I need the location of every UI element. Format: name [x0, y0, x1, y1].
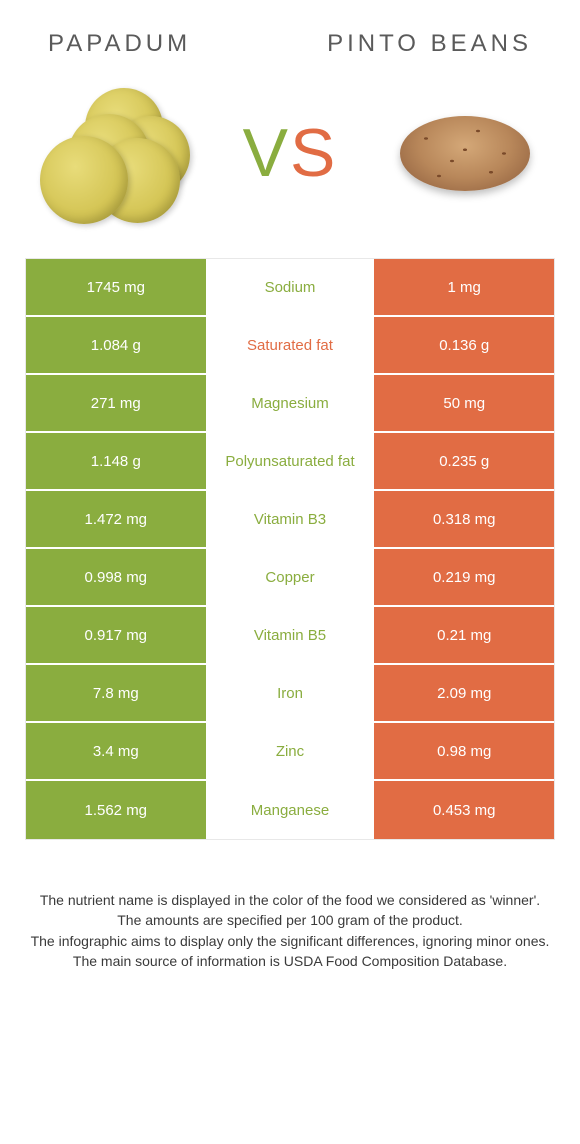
right-value: 0.235 g — [374, 433, 554, 489]
header-row: Papadum Pinto beans — [0, 0, 580, 68]
table-row: 1.084 gSaturated fat0.136 g — [26, 317, 554, 375]
left-value: 1.084 g — [26, 317, 206, 373]
right-value: 1 mg — [374, 259, 554, 315]
nutrient-name: Magnesium — [206, 375, 375, 431]
footer-line-1: The nutrient name is displayed in the co… — [25, 890, 555, 910]
nutrient-name: Iron — [206, 665, 375, 721]
right-value: 0.136 g — [374, 317, 554, 373]
nutrient-name: Polyunsaturated fat — [206, 433, 375, 489]
comparison-table: 1745 mgSodium1 mg1.084 gSaturated fat0.1… — [25, 258, 555, 840]
nutrient-name: Zinc — [206, 723, 375, 779]
table-row: 3.4 mgZinc0.98 mg — [26, 723, 554, 781]
nutrient-name: Saturated fat — [206, 317, 375, 373]
vs-label: VS — [243, 114, 338, 192]
right-value: 50 mg — [374, 375, 554, 431]
nutrient-name: Vitamin B5 — [206, 607, 375, 663]
left-value: 271 mg — [26, 375, 206, 431]
pinto-beans-image — [380, 78, 550, 228]
right-value: 0.453 mg — [374, 781, 554, 839]
left-value: 0.917 mg — [26, 607, 206, 663]
nutrient-name: Vitamin B3 — [206, 491, 375, 547]
table-row: 1745 mgSodium1 mg — [26, 259, 554, 317]
table-row: 1.562 mgManganese0.453 mg — [26, 781, 554, 839]
left-value: 0.998 mg — [26, 549, 206, 605]
vs-s: S — [290, 114, 337, 192]
right-value: 2.09 mg — [374, 665, 554, 721]
vs-v: V — [243, 114, 290, 192]
table-row: 0.998 mgCopper0.219 mg — [26, 549, 554, 607]
footer-notes: The nutrient name is displayed in the co… — [0, 840, 580, 971]
table-row: 1.148 gPolyunsaturated fat0.235 g — [26, 433, 554, 491]
table-row: 7.8 mgIron2.09 mg — [26, 665, 554, 723]
papadum-image — [30, 78, 200, 228]
right-value: 0.219 mg — [374, 549, 554, 605]
footer-line-4: The main source of information is USDA F… — [25, 951, 555, 971]
right-value: 0.98 mg — [374, 723, 554, 779]
nutrient-name: Copper — [206, 549, 375, 605]
nutrient-name: Manganese — [206, 781, 375, 839]
left-food-title: Papadum — [48, 30, 191, 58]
left-value: 1.148 g — [26, 433, 206, 489]
table-row: 0.917 mgVitamin B50.21 mg — [26, 607, 554, 665]
nutrient-name: Sodium — [206, 259, 375, 315]
table-row: 1.472 mgVitamin B30.318 mg — [26, 491, 554, 549]
left-value: 1.472 mg — [26, 491, 206, 547]
left-value: 7.8 mg — [26, 665, 206, 721]
right-value: 0.21 mg — [374, 607, 554, 663]
right-value: 0.318 mg — [374, 491, 554, 547]
left-value: 3.4 mg — [26, 723, 206, 779]
left-value: 1745 mg — [26, 259, 206, 315]
right-food-title: Pinto beans — [327, 30, 532, 58]
footer-line-3: The infographic aims to display only the… — [25, 931, 555, 951]
images-row: VS — [0, 68, 580, 258]
footer-line-2: The amounts are specified per 100 gram o… — [25, 910, 555, 930]
left-value: 1.562 mg — [26, 781, 206, 839]
table-row: 271 mgMagnesium50 mg — [26, 375, 554, 433]
